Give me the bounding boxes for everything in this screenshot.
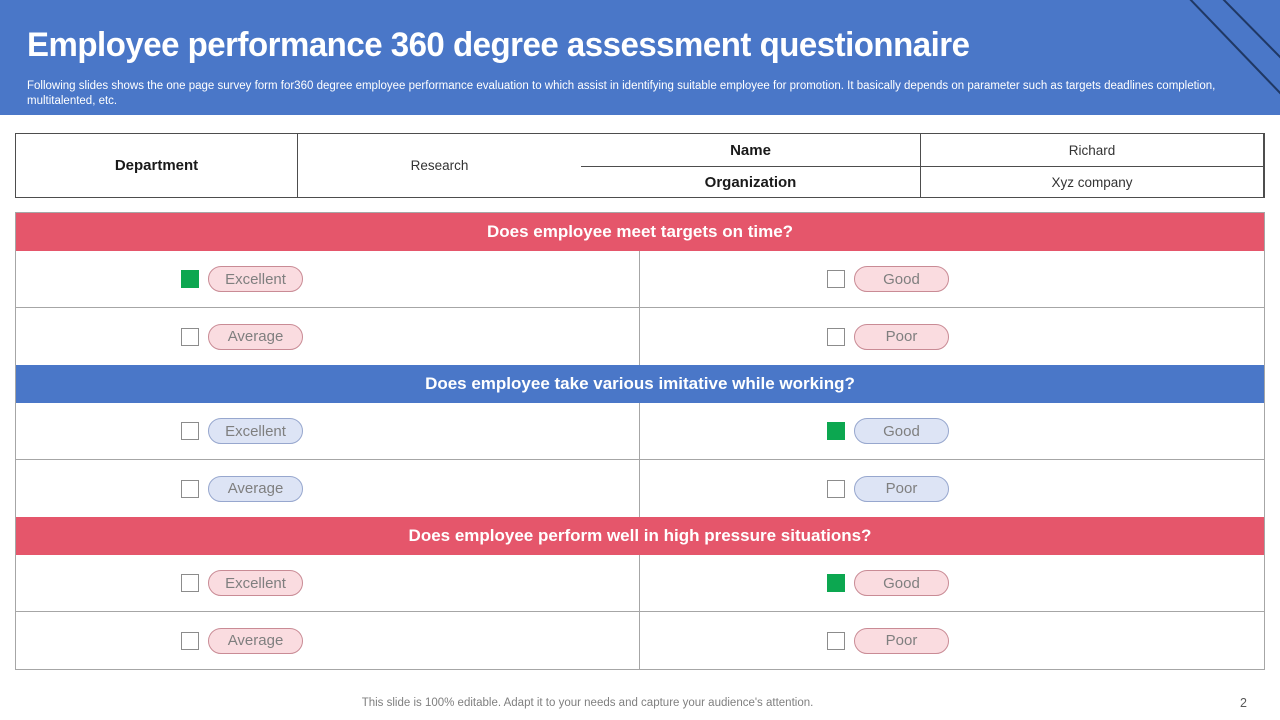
option-cell: Good — [640, 555, 1264, 612]
organization-label: Organization — [581, 167, 921, 197]
option-cell: Average — [16, 612, 640, 669]
name-value: Richard — [921, 134, 1264, 167]
option-cell: Average — [16, 308, 640, 365]
header-band: Employee performance 360 degree assessme… — [0, 0, 1280, 115]
option-cell: Good — [640, 403, 1264, 460]
question-text: Does employee meet targets on time? — [486, 222, 794, 241]
option-cell: Excellent — [16, 555, 640, 612]
corner-lines-decoration — [1189, 0, 1280, 95]
employee-info-table: Name Richard Department Research Organiz… — [15, 133, 1265, 198]
checkbox-icon[interactable] — [181, 631, 199, 650]
option-label: Good — [883, 422, 920, 440]
option-label: Poor — [885, 328, 918, 345]
option-pill[interactable]: Good — [854, 570, 949, 596]
option-pill[interactable]: Average — [208, 323, 303, 350]
option-cell: Excellent — [16, 251, 640, 308]
option-cell: Average — [16, 460, 640, 517]
checkbox-checked-icon[interactable] — [181, 270, 199, 288]
slide-title: Employee performance 360 degree assessme… — [27, 26, 970, 64]
question-text: Does employee perform well in high press… — [408, 526, 872, 545]
organization-value: Xyz company — [921, 167, 1264, 197]
option-label: Good — [883, 270, 920, 288]
option-cell: Poor — [640, 308, 1264, 365]
checkbox-icon[interactable] — [181, 479, 199, 498]
question-text: Does employee take various imitative whi… — [425, 374, 855, 393]
slide-subtitle: Following slides shows the one page surv… — [27, 80, 1216, 108]
option-pill[interactable]: Good — [854, 418, 949, 444]
option-pill[interactable]: Average — [208, 627, 303, 654]
question-header: Does employee perform well in high press… — [16, 517, 1264, 555]
department-label: Department — [16, 134, 298, 197]
option-label: Poor — [885, 632, 918, 649]
option-label: Good — [883, 574, 920, 592]
checkbox-icon[interactable] — [181, 422, 199, 440]
option-cell: Good — [640, 251, 1264, 308]
option-label: Average — [227, 328, 284, 345]
option-pill[interactable]: Average — [208, 475, 303, 502]
checkbox-icon[interactable] — [827, 631, 845, 650]
checkbox-icon[interactable] — [181, 574, 199, 592]
option-pill[interactable]: Excellent — [208, 418, 303, 444]
checkbox-checked-icon[interactable] — [827, 574, 845, 592]
option-cell: Poor — [640, 460, 1264, 517]
option-label: Excellent — [225, 422, 286, 440]
checkbox-checked-icon[interactable] — [827, 422, 845, 440]
option-cell: Poor — [640, 612, 1264, 669]
option-label: Poor — [885, 480, 918, 497]
page-number: 2 — [1240, 696, 1247, 710]
option-pill[interactable]: Excellent — [208, 570, 303, 596]
name-label: Name — [581, 134, 921, 167]
department-value: Research — [410, 158, 469, 173]
option-pill[interactable]: Poor — [854, 323, 949, 350]
footer-note: This slide is 100% editable. Adapt it to… — [361, 697, 814, 709]
checkbox-icon[interactable] — [827, 270, 845, 288]
options-grid: Excellent Good Average Poor — [16, 251, 1264, 365]
option-label: Excellent — [225, 574, 286, 592]
option-cell: Excellent — [16, 403, 640, 460]
checkbox-icon[interactable] — [181, 327, 199, 346]
options-grid: Excellent Good Average Poor — [16, 555, 1264, 669]
checkbox-icon[interactable] — [827, 327, 845, 346]
option-pill[interactable]: Poor — [854, 627, 949, 654]
questionnaire-table: Does employee meet targets on time? Excel… — [15, 212, 1265, 670]
question-header: Does employee take various imitative whi… — [16, 365, 1264, 403]
options-grid: Excellent Good Average Poor — [16, 403, 1264, 517]
option-label: Average — [227, 480, 284, 497]
option-pill[interactable]: Excellent — [208, 266, 303, 292]
option-label: Average — [227, 632, 284, 649]
option-pill[interactable]: Good — [854, 266, 949, 292]
checkbox-icon[interactable] — [827, 479, 845, 498]
question-header: Does employee meet targets on time? — [16, 213, 1264, 251]
option-label: Excellent — [225, 270, 286, 288]
option-pill[interactable]: Poor — [854, 475, 949, 502]
